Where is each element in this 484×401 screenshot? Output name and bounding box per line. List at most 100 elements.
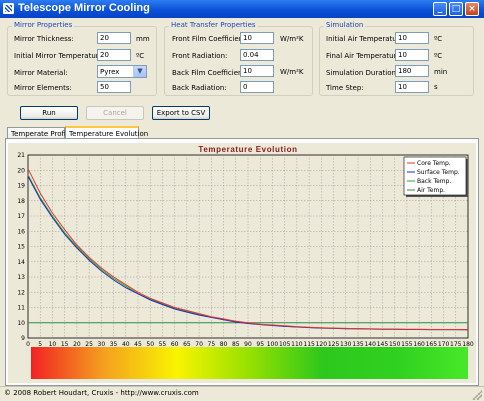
time-step-input[interactable]: 10 bbox=[395, 81, 429, 93]
x-tick-label: 40 bbox=[122, 341, 130, 348]
tab-temperate-profile[interactable]: Temperate Profile bbox=[7, 127, 72, 139]
x-tick-label: 180 bbox=[462, 341, 474, 348]
x-tick-label: 170 bbox=[438, 341, 450, 348]
final-air-temp-input[interactable]: 10 bbox=[395, 49, 429, 61]
chevron-down-icon[interactable]: ▼ bbox=[133, 66, 146, 77]
x-tick-label: 80 bbox=[220, 341, 228, 348]
x-tick-label: 95 bbox=[256, 341, 264, 348]
x-tick-label: 105 bbox=[279, 341, 291, 348]
chart-title: Temperature Evolution bbox=[198, 145, 297, 154]
temperature-color-bar bbox=[31, 347, 468, 379]
mirror-thickness-unit: mm bbox=[136, 35, 150, 43]
mirror-properties-group: Mirror Properties bbox=[7, 21, 157, 96]
front-film-input[interactable]: 10 bbox=[240, 32, 274, 44]
x-tick-label: 25 bbox=[85, 341, 93, 348]
mirror-elements-input[interactable]: 50 bbox=[97, 81, 131, 93]
y-tick-label: 18 bbox=[17, 198, 25, 205]
legend-label: Air Temp. bbox=[417, 187, 445, 194]
front-film-label: Front Film Coefficient: bbox=[172, 35, 249, 43]
temperature-evolution-chart: Temperature Evolution 0 5 10 15 20 25 30 35 40 45 5… bbox=[17, 145, 474, 379]
minimize-button[interactable]: _ bbox=[433, 2, 447, 16]
y-tick-label: 11 bbox=[17, 305, 25, 312]
x-tick-label: 45 bbox=[134, 341, 142, 348]
status-bar: © 2008 Robert Houdart, Cruxis - http://w… bbox=[0, 386, 484, 401]
x-tick-label: 65 bbox=[183, 341, 191, 348]
x-tick-label: 175 bbox=[450, 341, 462, 348]
x-tick-label: 70 bbox=[195, 341, 203, 348]
cancel-button[interactable]: Cancel bbox=[86, 106, 144, 120]
x-tick-label: 150 bbox=[389, 341, 401, 348]
group-title-heat: Heat Transfer Properties bbox=[169, 21, 258, 29]
x-tick-label: 0 bbox=[26, 341, 30, 348]
final-air-temp-label: Final Air Temperature: bbox=[326, 52, 403, 60]
run-button[interactable]: Run bbox=[20, 106, 78, 120]
simulation-group: Simulation bbox=[319, 21, 474, 96]
x-tick-label: 140 bbox=[364, 341, 376, 348]
title-bar[interactable]: Telescope Mirror Cooling _ □ × bbox=[0, 0, 484, 18]
initial-air-temp-label: Initial Air Temperature: bbox=[326, 35, 407, 43]
group-title-simulation: Simulation bbox=[324, 21, 366, 29]
y-tick-label: 20 bbox=[17, 167, 25, 174]
status-text: © 2008 Robert Houdart, Cruxis - http://w… bbox=[4, 389, 199, 397]
x-tick-label: 75 bbox=[208, 341, 216, 348]
window-title: Telescope Mirror Cooling bbox=[18, 2, 150, 14]
close-button[interactable]: × bbox=[465, 2, 479, 16]
initial-air-temp-unit: ºC bbox=[434, 35, 443, 43]
x-tick-label: 85 bbox=[232, 341, 240, 348]
x-tick-label: 10 bbox=[49, 341, 57, 348]
x-tick-label: 125 bbox=[328, 341, 340, 348]
x-tick-label: 155 bbox=[401, 341, 413, 348]
back-film-label: Back Film Coefficient: bbox=[172, 69, 248, 77]
y-tick-label: 9 bbox=[21, 335, 25, 342]
y-tick-label: 14 bbox=[17, 259, 25, 266]
x-tick-label: 110 bbox=[291, 341, 303, 348]
legend-label: Back Temp. bbox=[417, 178, 451, 185]
x-tick-label: 30 bbox=[98, 341, 106, 348]
initial-air-temp-input[interactable]: 10 bbox=[395, 32, 429, 44]
y-tick-label: 21 bbox=[17, 152, 25, 159]
x-tick-label: 15 bbox=[61, 341, 69, 348]
y-tick-label: 15 bbox=[17, 244, 25, 251]
front-radiation-label: Front Radiation: bbox=[172, 52, 228, 60]
mirror-thickness-label: Mirror Thickness: bbox=[14, 35, 74, 43]
initial-mirror-temp-input[interactable]: 20 bbox=[97, 49, 131, 61]
mirror-elements-label: Mirror Elements: bbox=[14, 84, 72, 92]
front-radiation-input[interactable]: 0.04 bbox=[240, 49, 274, 61]
y-tick-label: 16 bbox=[17, 228, 25, 235]
x-tick-label: 20 bbox=[73, 341, 81, 348]
x-tick-label: 55 bbox=[159, 341, 167, 348]
mirror-material-label: Mirror Material: bbox=[14, 69, 68, 77]
heat-transfer-group: Heat Transfer Properties bbox=[164, 21, 313, 96]
initial-mirror-temp-label: Initial Mirror Temperature: bbox=[14, 52, 106, 60]
simulation-duration-unit: min bbox=[434, 68, 448, 76]
mirror-thickness-input[interactable]: 20 bbox=[97, 32, 131, 44]
mirror-material-select[interactable]: Pyrex ▼ bbox=[97, 65, 147, 78]
y-tick-label: 19 bbox=[17, 183, 25, 190]
export-csv-button[interactable]: Export to CSV bbox=[152, 106, 210, 120]
x-tick-label: 135 bbox=[352, 341, 364, 348]
back-radiation-input[interactable]: 0 bbox=[240, 81, 274, 93]
group-title-mirror: Mirror Properties bbox=[12, 21, 75, 29]
y-tick-label: 13 bbox=[17, 274, 25, 281]
y-tick-label: 12 bbox=[17, 289, 25, 296]
x-tick-label: 90 bbox=[244, 341, 252, 348]
tab-temperature-evolution[interactable]: Temperature Evolution bbox=[65, 126, 148, 139]
x-tick-label: 5 bbox=[38, 341, 42, 348]
back-film-input[interactable]: 10 bbox=[240, 65, 274, 77]
initial-mirror-temp-unit: ºC bbox=[136, 52, 145, 60]
simulation-duration-label: Simulation Duration: bbox=[326, 69, 399, 77]
resize-grip-icon[interactable] bbox=[472, 390, 482, 400]
maximize-button[interactable]: □ bbox=[449, 2, 463, 16]
legend-label: Core Temp. bbox=[417, 160, 451, 167]
x-tick-label: 100 bbox=[267, 341, 279, 348]
y-tick-label: 17 bbox=[17, 213, 25, 220]
back-film-unit: W/m²K bbox=[280, 68, 304, 76]
x-tick-label: 160 bbox=[413, 341, 425, 348]
x-tick-label: 60 bbox=[171, 341, 179, 348]
simulation-duration-input[interactable]: 180 bbox=[395, 65, 429, 77]
x-tick-label: 130 bbox=[340, 341, 352, 348]
x-tick-label: 115 bbox=[303, 341, 315, 348]
series-line-core-temp bbox=[27, 168, 469, 331]
legend-label: Surface Temp. bbox=[417, 169, 460, 176]
